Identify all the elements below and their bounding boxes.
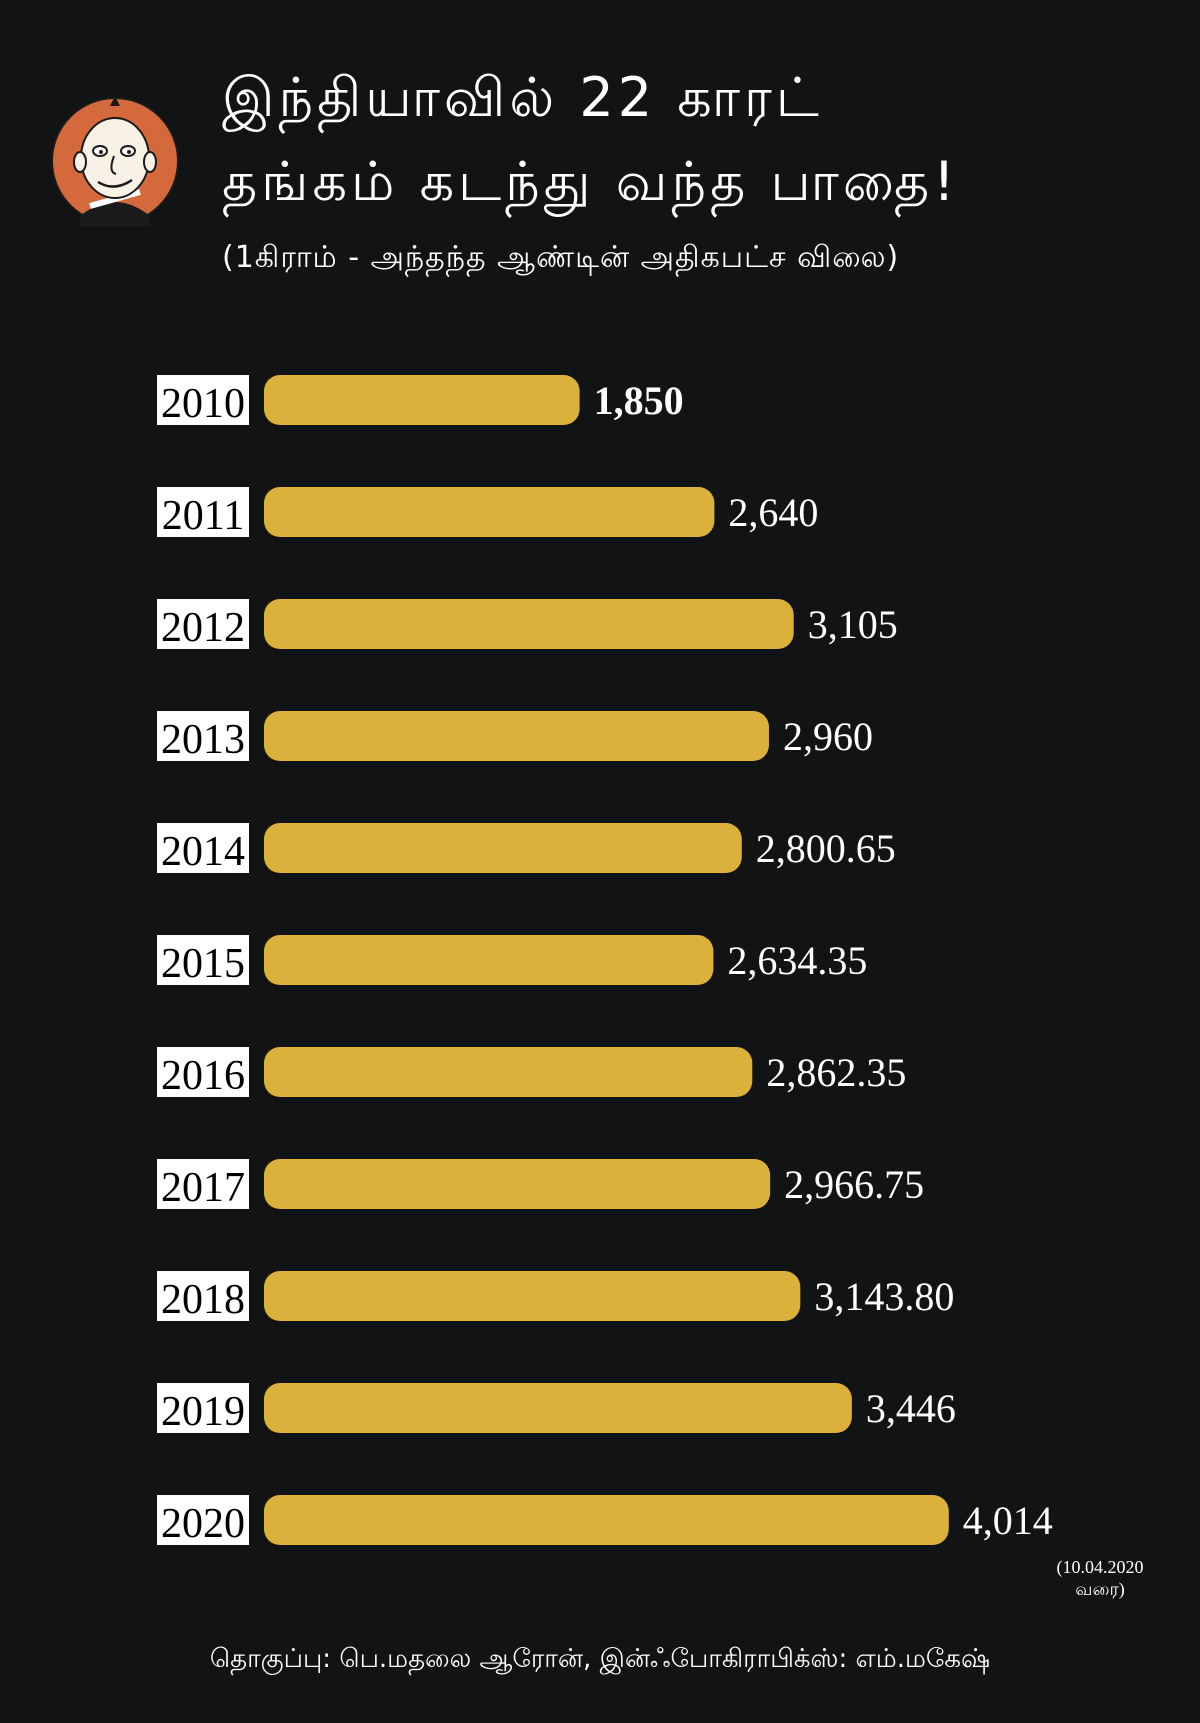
credits-footer: தொகுப்பு: பெ.மதலை ஆரோன், இன்ஃபோகிராபிக்ஸ… [209,1644,991,1674]
bar [264,711,769,761]
bar-value-label: 4,014 [963,1498,1053,1543]
bar-value-label: 3,446 [866,1386,956,1431]
bar-value-label: 2,640 [728,490,818,535]
year-tick-label: 2013 [161,717,245,763]
bar [264,935,714,985]
year-tick-label: 2019 [161,1389,245,1435]
date-note-line-2: வரை) [1075,1579,1125,1599]
year-label-box [157,1047,249,1097]
year-tick-label: 2011 [162,493,244,539]
bar-value-label: 2,862.35 [766,1050,906,1095]
bar-value-label: 2,960 [783,714,873,759]
mascot-logo-icon [51,96,179,226]
year-label-box [157,487,249,537]
bar-value-label: 3,105 [808,602,898,647]
chart-title-line-1: இந்தியாவில் 22 காரட் [222,66,823,129]
bar [264,599,794,649]
bar [264,1383,852,1433]
date-note-line-1: (10.04.2020 [1056,1557,1144,1577]
year-label-box [157,935,249,985]
date-note: (10.04.2020 வரை) [1030,1556,1170,1600]
year-label-box [157,1383,249,1433]
year-tick-label: 2017 [161,1165,245,1211]
bar-value-label: 2,800.65 [756,826,896,871]
year-tick-label: 2010 [161,381,245,427]
chart-title-line-2: தங்கம் கடந்து வந்த பாதை! [222,150,959,213]
year-label-box [157,1271,249,1321]
year-tick-label: 2012 [161,605,245,651]
bar [264,375,580,425]
year-tick-label: 2018 [161,1277,245,1323]
bar-value-label: 2,966.75 [784,1162,924,1207]
year-label-box [157,823,249,873]
bar-value-label: 3,143.80 [814,1274,954,1319]
year-label-box [157,599,249,649]
bar-value-label: 2,634.35 [727,938,867,983]
year-tick-label: 2020 [161,1501,245,1547]
year-label-box [157,1495,249,1545]
bar [264,1271,801,1321]
year-tick-label: 2016 [161,1053,245,1099]
year-label-box [157,1159,249,1209]
chart-subtitle: (1கிராம் - அந்தந்த ஆண்டின் அதிகபட்ச விலை… [222,240,900,275]
bar [264,1495,949,1545]
bar-value-label: 1,850 [594,378,684,423]
bar [264,1047,753,1097]
year-label-box [157,375,249,425]
year-label-box [157,711,249,761]
year-tick-label: 2015 [161,941,245,987]
year-tick-label: 2014 [161,829,245,875]
bar [264,487,715,537]
bar [264,823,742,873]
bar [264,1159,771,1209]
bar-chart: 2010 1,850 2011 2,640 2012 3,105 2013 2,960 2014… [157,375,1053,1547]
